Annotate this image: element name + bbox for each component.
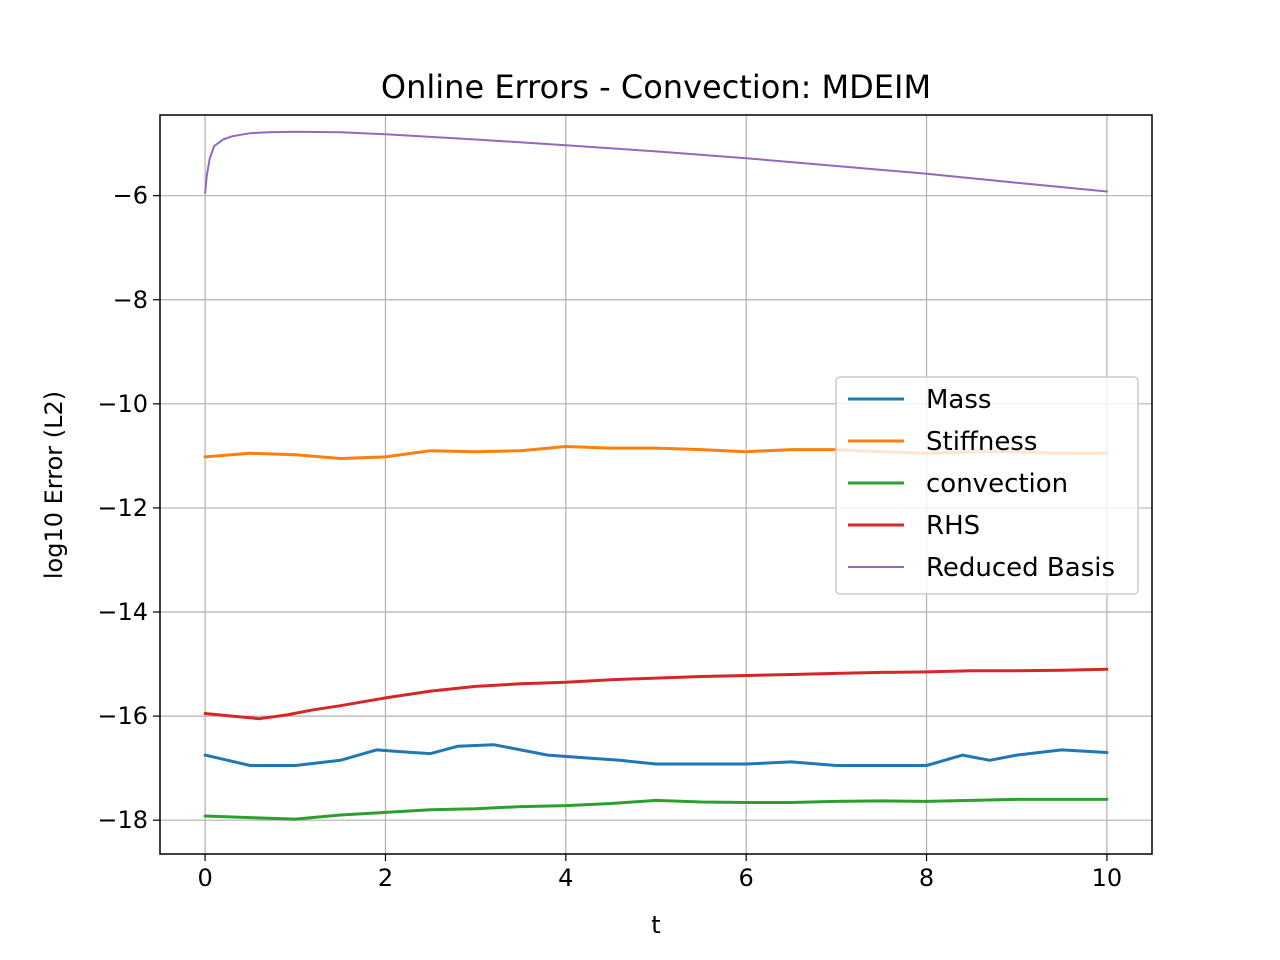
x-tick-label: 8 — [919, 864, 934, 892]
y-axis: −18 −16 −14 −12 −10 −8 −6 — [97, 182, 160, 834]
y-tick-label: −10 — [97, 390, 148, 418]
legend-label-mass: Mass — [926, 385, 991, 415]
chart-title: Online Errors - Convection: MDEIM — [381, 68, 931, 106]
x-tick-label: 2 — [378, 864, 393, 892]
x-axis-label: t — [651, 911, 660, 939]
x-tick-label: 10 — [1092, 864, 1123, 892]
series-line-mass — [203, 743, 1109, 767]
legend-label-convection: convection — [926, 469, 1068, 499]
y-tick-label: −14 — [97, 598, 148, 626]
x-tick-label: 6 — [739, 864, 754, 892]
legend-entries: Mass Stiffness convection RHS Reduced Basis — [848, 385, 1115, 583]
series-line-rhs — [203, 667, 1109, 721]
x-tick-label: 4 — [558, 864, 573, 892]
y-tick-label: −16 — [97, 702, 148, 730]
legend-label-stiffness: Stiffness — [926, 427, 1037, 457]
y-axis-label: log10 Error (L2) — [40, 391, 68, 579]
y-tick-label: −18 — [97, 806, 148, 834]
y-tick-label: −8 — [113, 286, 148, 314]
legend-label-reduced-basis: Reduced Basis — [926, 553, 1115, 583]
plot-frame — [159, 114, 1153, 855]
y-tick-label: −6 — [113, 182, 148, 210]
series-line-reduced-basis — [204, 130, 1108, 195]
legend-label-rhs: RHS — [926, 511, 980, 541]
y-tick-label: −12 — [97, 494, 148, 522]
legend-box — [835, 376, 1139, 595]
x-axis: 0 2 4 6 8 10 — [197, 854, 1122, 892]
series-line-convection — [203, 797, 1109, 821]
x-tick-label: 0 — [197, 864, 212, 892]
legend: Mass Stiffness convection RHS Reduced Basis — [835, 376, 1139, 595]
